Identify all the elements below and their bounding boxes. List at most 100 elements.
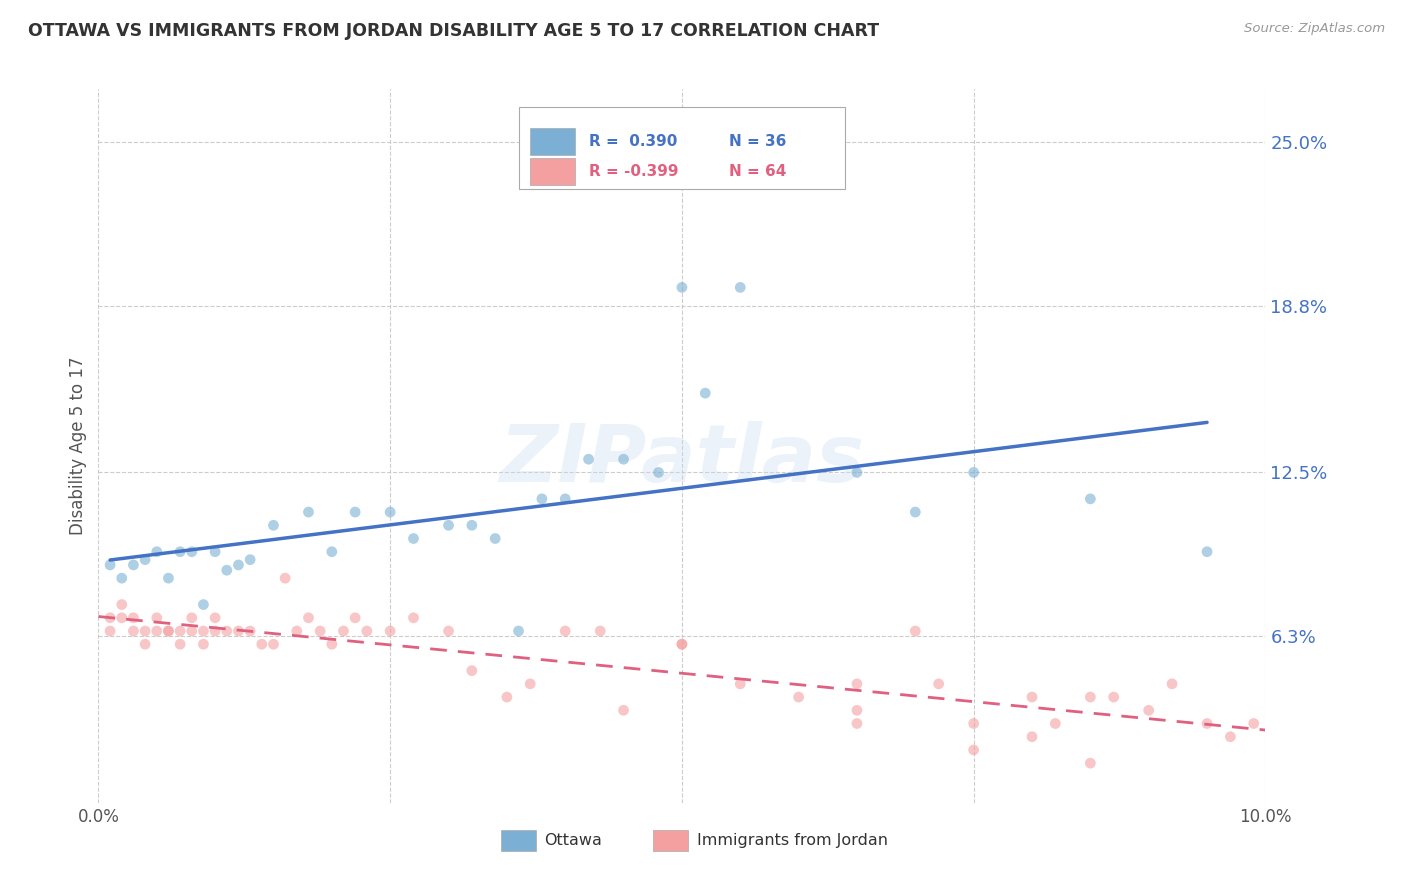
- Point: [239, 552, 262, 566]
- Point: [530, 491, 553, 506]
- Point: [146, 624, 169, 638]
- Text: Ottawa: Ottawa: [544, 833, 602, 848]
- Point: [157, 624, 180, 638]
- Point: [928, 677, 950, 691]
- Point: [356, 624, 378, 638]
- Point: [134, 552, 156, 566]
- Point: [122, 611, 145, 625]
- Point: [297, 611, 319, 625]
- Point: [728, 280, 751, 294]
- Point: [180, 624, 202, 638]
- Point: [378, 505, 402, 519]
- Point: [1021, 690, 1043, 704]
- Point: [1080, 756, 1102, 771]
- Point: [728, 677, 751, 691]
- Point: [262, 637, 284, 651]
- Point: [495, 690, 517, 704]
- Point: [671, 637, 693, 651]
- Point: [111, 611, 134, 625]
- Point: [215, 563, 238, 577]
- Point: [1080, 491, 1102, 506]
- Point: [193, 637, 215, 651]
- Point: [695, 386, 717, 401]
- Point: [98, 611, 121, 625]
- Point: [239, 624, 262, 638]
- Point: [321, 637, 343, 651]
- Point: [134, 624, 156, 638]
- Point: [169, 624, 191, 638]
- Point: [461, 664, 484, 678]
- Point: [845, 677, 868, 691]
- Point: [180, 611, 202, 625]
- Point: [402, 532, 425, 546]
- Text: N = 36: N = 36: [728, 134, 786, 149]
- Point: [845, 716, 868, 731]
- Point: [157, 624, 180, 638]
- Point: [612, 703, 634, 717]
- Point: [228, 558, 250, 572]
- Point: [111, 571, 134, 585]
- Point: [904, 505, 927, 519]
- Point: [204, 624, 226, 638]
- Point: [962, 716, 984, 731]
- Point: [204, 611, 226, 625]
- Point: [1045, 716, 1067, 731]
- Point: [378, 624, 402, 638]
- Point: [193, 624, 215, 638]
- Point: [344, 611, 367, 625]
- Point: [484, 532, 506, 546]
- FancyBboxPatch shape: [519, 107, 845, 189]
- Point: [1161, 677, 1184, 691]
- Point: [554, 491, 576, 506]
- Point: [134, 637, 156, 651]
- Point: [402, 611, 425, 625]
- FancyBboxPatch shape: [652, 830, 688, 851]
- Point: [1021, 730, 1043, 744]
- Y-axis label: Disability Age 5 to 17: Disability Age 5 to 17: [69, 357, 87, 535]
- Point: [332, 624, 354, 638]
- Point: [285, 624, 308, 638]
- Point: [344, 505, 367, 519]
- FancyBboxPatch shape: [501, 830, 536, 851]
- Point: [962, 466, 984, 480]
- Point: [1195, 716, 1218, 731]
- Point: [157, 571, 180, 585]
- Point: [904, 624, 927, 638]
- Point: [1243, 716, 1265, 731]
- Point: [180, 545, 202, 559]
- Point: [204, 545, 226, 559]
- Point: [297, 505, 319, 519]
- Point: [321, 545, 343, 559]
- FancyBboxPatch shape: [530, 128, 575, 155]
- Point: [671, 280, 693, 294]
- Point: [612, 452, 634, 467]
- Point: [250, 637, 273, 651]
- Point: [228, 624, 250, 638]
- Point: [519, 677, 541, 691]
- Point: [554, 624, 576, 638]
- Point: [1102, 690, 1125, 704]
- Point: [787, 690, 810, 704]
- Text: N = 64: N = 64: [728, 164, 786, 178]
- Text: ZIPatlas: ZIPatlas: [499, 421, 865, 500]
- Point: [169, 637, 191, 651]
- Point: [647, 466, 669, 480]
- Point: [589, 624, 612, 638]
- Point: [1080, 690, 1102, 704]
- Point: [508, 624, 530, 638]
- Point: [262, 518, 284, 533]
- Point: [122, 624, 145, 638]
- Point: [1219, 730, 1241, 744]
- Point: [578, 452, 600, 467]
- Text: R = -0.399: R = -0.399: [589, 164, 678, 178]
- Text: R =  0.390: R = 0.390: [589, 134, 676, 149]
- Point: [671, 637, 693, 651]
- Point: [461, 518, 484, 533]
- Point: [169, 545, 191, 559]
- Point: [98, 624, 121, 638]
- Point: [1195, 545, 1218, 559]
- Point: [111, 598, 134, 612]
- Point: [193, 598, 215, 612]
- Point: [146, 545, 169, 559]
- Point: [845, 466, 868, 480]
